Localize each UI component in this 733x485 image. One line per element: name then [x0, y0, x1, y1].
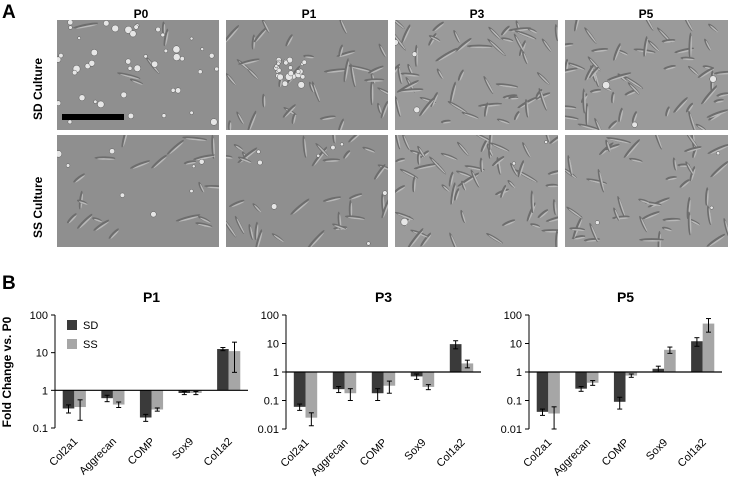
x-tick-label: Aggrecan — [309, 437, 351, 479]
x-tick-label: COMP — [358, 437, 390, 469]
chart-title: P1 — [143, 289, 160, 305]
y-tick-label: 10 — [510, 339, 522, 351]
x-tick-label: Col1a2 — [676, 437, 709, 470]
column-header-p0: P0 — [133, 7, 149, 21]
cell-texture — [565, 20, 728, 130]
bar-sd-col2a1 — [536, 372, 549, 412]
bar-ss-sox9 — [422, 372, 435, 387]
legend-swatch-ss — [67, 339, 77, 349]
legend-label-sd: SD — [83, 320, 98, 332]
micrograph-sd-p1 — [226, 20, 388, 130]
y-tick-label: 100 — [30, 310, 48, 322]
cell-texture — [565, 135, 728, 247]
bar-sd-comp — [613, 372, 626, 402]
y-tick-label: 0.1 — [33, 423, 48, 435]
x-tick-label: Col1a2 — [434, 437, 467, 470]
column-header-p3: P3 — [469, 7, 485, 21]
micrograph-sd-p0 — [57, 20, 219, 130]
chart-title: P3 — [375, 289, 392, 305]
y-tick-label: 0.1 — [507, 396, 522, 408]
bar-ss-col1a2 — [702, 323, 715, 372]
bar-sd-col2a1 — [293, 372, 306, 407]
x-tick-label: Sox9 — [644, 437, 670, 463]
micrograph-ss-p3 — [395, 135, 558, 247]
cell-texture — [57, 135, 219, 247]
bar-ss-col2a1 — [74, 390, 86, 408]
x-tick-label: COMP — [600, 437, 632, 469]
y-tick-label: 0.01 — [501, 424, 522, 436]
bar-sd-aggrecan — [575, 372, 587, 389]
bar-sd-comp — [139, 390, 152, 418]
x-tick-label: Aggrecan — [77, 436, 119, 478]
y-tick-label: 0.1 — [264, 396, 279, 408]
y-tick-label: 1 — [42, 385, 48, 397]
y-tick-label: 1 — [273, 367, 279, 379]
panel-label-a: A — [2, 2, 16, 23]
y-tick-label: 10 — [267, 339, 279, 351]
bar-sd-col1a2 — [217, 349, 229, 391]
panel-label-b: B — [2, 273, 16, 294]
bar-ss-aggrecan — [112, 390, 125, 405]
bar-sd-col1a2 — [449, 344, 462, 372]
micrograph-ss-p1 — [226, 135, 388, 247]
cell-texture — [226, 20, 388, 130]
cell-texture — [395, 135, 558, 247]
column-header-p5: P5 — [638, 7, 654, 21]
cell-texture — [226, 135, 388, 247]
y-tick-label: 0.01 — [258, 424, 279, 436]
x-tick-label: Col2a1 — [278, 437, 311, 470]
bar-ss-comp — [383, 372, 396, 386]
bar-ss-col2a1 — [548, 372, 560, 414]
legend-label-ss: SS — [83, 339, 98, 351]
y-axis-label: Fold Change vs. P0 — [0, 316, 14, 427]
cell-texture — [57, 20, 219, 130]
x-tick-label: Sox9 — [402, 437, 428, 463]
bar-ss-comp — [151, 390, 164, 410]
x-tick-label: Col1a2 — [202, 436, 235, 469]
cell-texture — [395, 20, 558, 130]
bar-sd-aggrecan — [332, 372, 345, 390]
y-tick-label: 10 — [36, 348, 48, 360]
y-tick-label: 100 — [504, 310, 522, 322]
micrograph-sd-p5 — [565, 20, 728, 130]
micrograph-ss-p5 — [565, 135, 728, 247]
column-header-p1: P1 — [301, 7, 317, 21]
x-tick-label: Col2a1 — [47, 436, 80, 469]
bar-sd-aggrecan — [101, 390, 113, 399]
scale-bar — [62, 114, 124, 120]
legend-swatch-sd — [67, 320, 77, 330]
x-tick-label: Col2a1 — [521, 437, 554, 470]
micrograph-sd-p3 — [395, 20, 558, 130]
x-tick-label: Sox9 — [170, 436, 196, 462]
y-tick-label: 100 — [261, 310, 279, 322]
bar-sd-col1a2 — [691, 341, 703, 372]
bar-ss-col2a1 — [305, 372, 318, 418]
bar-sd-comp — [371, 372, 384, 394]
x-tick-label: Aggrecan — [551, 437, 593, 479]
bar-ss-aggrecan — [344, 372, 357, 394]
micrograph-ss-p0 — [57, 135, 219, 247]
x-tick-label: COMP — [126, 436, 158, 468]
bar-ss-aggrecan — [586, 372, 599, 383]
bar-sd-col2a1 — [62, 390, 75, 409]
y-tick-label: 1 — [516, 367, 522, 379]
bar-ss-sox9 — [664, 349, 676, 372]
chart-title: P5 — [617, 289, 634, 305]
